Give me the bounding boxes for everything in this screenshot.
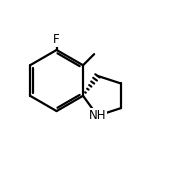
Text: NH: NH	[89, 109, 106, 122]
Text: F: F	[53, 33, 60, 46]
